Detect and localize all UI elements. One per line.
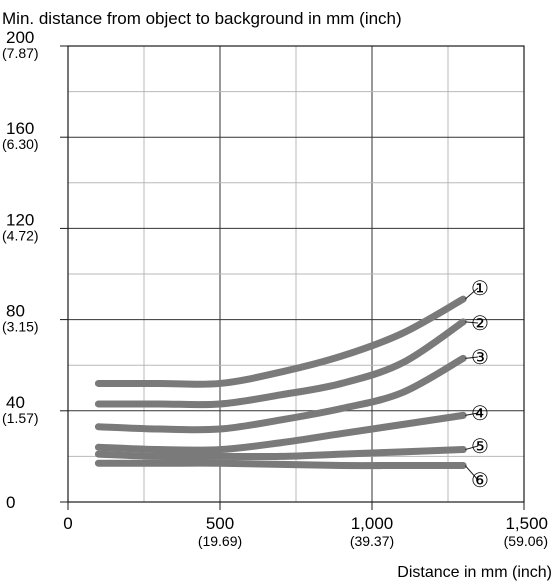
callout-leader xyxy=(465,412,479,416)
series-line-6 xyxy=(94,459,467,470)
series-label-5: ⑤ xyxy=(471,436,489,458)
y-tick-label: 120 xyxy=(6,210,34,229)
series-callouts: ① ② ③ ④ ⑤ ⑥ xyxy=(464,278,489,492)
y-tick-label: 160 xyxy=(6,119,34,138)
x-axis-label: Distance in mm (inch) xyxy=(397,564,552,581)
y-tick-label: 80 xyxy=(6,302,25,321)
callout-leader xyxy=(464,287,479,300)
callout-leader xyxy=(465,356,479,359)
axes xyxy=(60,45,525,510)
y-tick-sublabel: (1.57) xyxy=(2,410,39,426)
y-tick-label: 0 xyxy=(6,493,15,512)
tick-labels: 0 40(1.57) 80(3.15) 120(4.72) 160(6.30) 200(7… xyxy=(2,28,548,549)
x-tick-sublabel: (39.37) xyxy=(350,533,394,549)
series-label-3: ③ xyxy=(471,347,489,369)
y-tick-sublabel: (7.87) xyxy=(2,45,39,61)
x-tick-label: 500 xyxy=(206,514,234,533)
series-line-4 xyxy=(94,411,467,454)
series-label-1: ① xyxy=(471,278,489,300)
callout-leader xyxy=(464,465,479,481)
y-tick-sublabel: (4.72) xyxy=(2,227,39,243)
grid xyxy=(68,46,524,502)
y-tick-label: 200 xyxy=(6,28,34,47)
y-tick-label: 40 xyxy=(6,393,25,412)
callout-leader xyxy=(465,321,479,324)
series-line-1 xyxy=(94,295,467,388)
x-tick-label: 1,500 xyxy=(505,514,548,533)
series-label-2: ② xyxy=(471,313,489,335)
series-label-6: ⑥ xyxy=(471,470,489,492)
callout-leader xyxy=(465,445,479,451)
x-tick-sublabel: (19.69) xyxy=(198,533,242,549)
x-tick-label: 1,000 xyxy=(351,514,394,533)
series-line-5 xyxy=(94,446,467,461)
series-lines xyxy=(94,295,467,470)
plot-frame xyxy=(67,45,525,503)
chart-title: Min. distance from object to background … xyxy=(2,9,402,28)
y-tick-sublabel: (6.30) xyxy=(2,136,39,152)
x-tick-sublabel: (59.06) xyxy=(504,533,548,549)
series-line-2 xyxy=(94,318,467,409)
y-tick-sublabel: (3.15) xyxy=(2,319,39,335)
series-label-4: ④ xyxy=(471,403,489,425)
series-line-3 xyxy=(94,354,467,434)
x-tick-label: 0 xyxy=(63,514,72,533)
